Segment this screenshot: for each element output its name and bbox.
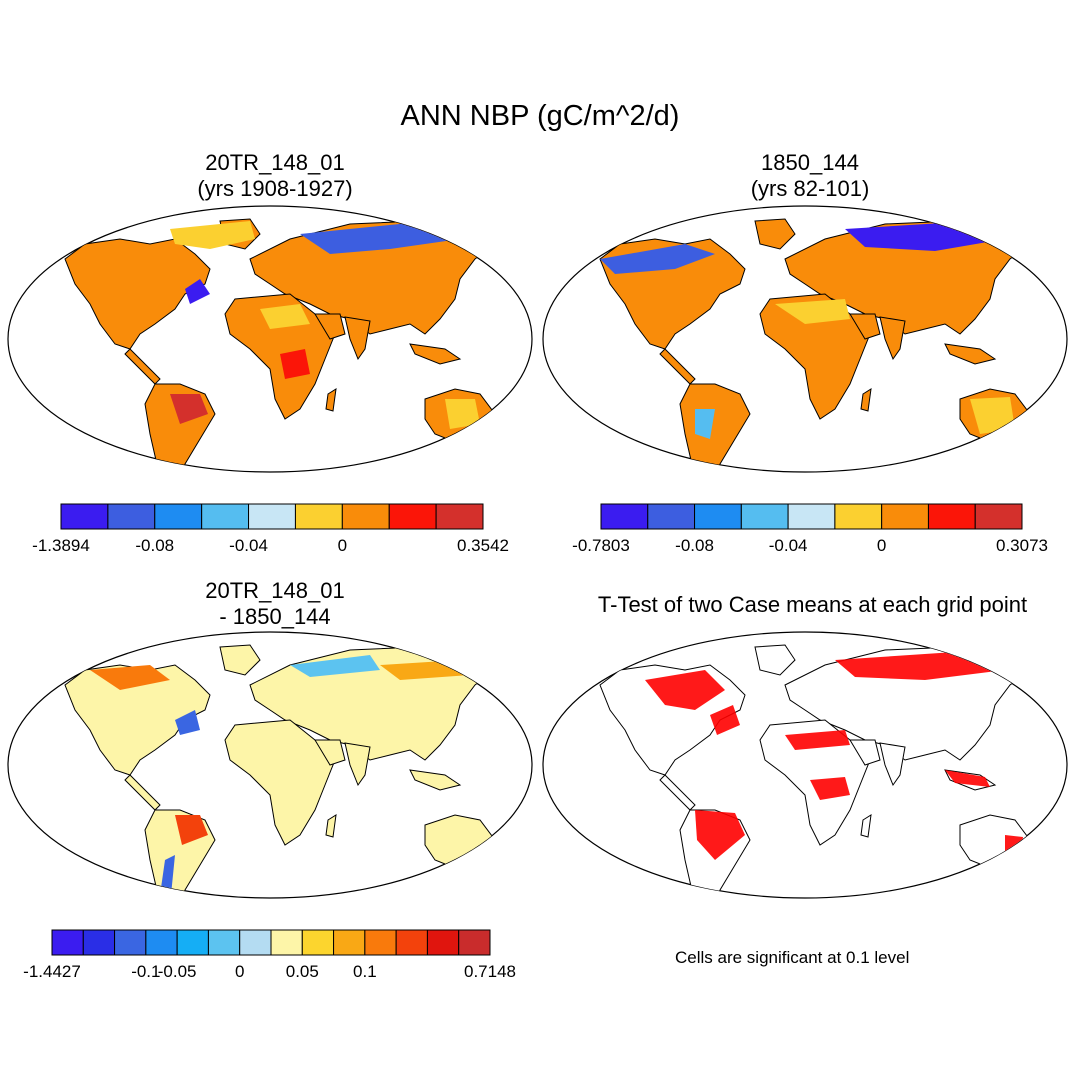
colorbar-tick-label: -0.1 (131, 962, 161, 981)
colorbar-swatch (201, 503, 250, 530)
panel-3-title: 20TR_148_01 - 1850_144 (95, 578, 455, 630)
panel-3-colorbar-ticks: -1.4427 -0.1 -0.05 0 0.05 0.1 0.7148 (0, 962, 1080, 986)
colorbar-swatch (239, 929, 272, 956)
colorbar-tick-label: -0.08 (135, 536, 175, 555)
colorbar-swatch (395, 929, 428, 956)
colorbar-swatch (740, 503, 789, 530)
panel-4-title-line1: T-Test of two Case means at each grid po… (597, 592, 1028, 617)
colorbar-swatch (694, 503, 742, 530)
colorbar-swatch (82, 929, 116, 956)
panel-1-colorbar-ticks: -1.3894 -0.08 -0.04 0 0.3542 (0, 536, 1080, 560)
colorbar-swatch (154, 503, 203, 530)
colorbar-swatch (647, 503, 696, 530)
colorbar-swatch (270, 929, 303, 956)
colorbar-swatch (426, 929, 460, 956)
colorbar-swatch (248, 503, 296, 530)
colorbar-tick-label: -0.7803 (572, 536, 630, 555)
colorbar-swatch (301, 929, 335, 956)
colorbar-tick-label: 0 (876, 536, 887, 555)
panel-3-map (7, 631, 533, 899)
panel-4-map (542, 631, 1068, 899)
significance-note: Cells are significant at 0.1 level (675, 948, 910, 967)
colorbar-swatch (114, 929, 147, 956)
panel-2-colorbar (600, 503, 1023, 530)
panel-3-title-line2: - 1850_144 (219, 604, 331, 629)
colorbar-swatch (333, 929, 366, 956)
colorbar-swatch (458, 929, 491, 956)
panel-2-title: 1850_144 (yrs 82-101) (630, 150, 990, 202)
panel-3-colorbar (51, 929, 491, 956)
colorbar-swatch (927, 503, 976, 530)
panel-3-title-line1: 20TR_148_01 (205, 578, 345, 603)
colorbar-swatch (834, 503, 883, 530)
panel-1-colorbar (60, 503, 484, 530)
colorbar-swatch (207, 929, 241, 956)
colorbar-tick-label: 0.3542 (457, 536, 509, 555)
colorbar-tick-label: -0.08 (675, 536, 714, 555)
panel-1-map (7, 205, 533, 473)
colorbar-tick-label: -0.04 (229, 536, 268, 555)
panel-2-colorbar-ticks: -0.7803 -0.08 -0.04 0 0.3073 (0, 536, 1080, 560)
colorbar-tick-label: 0 (337, 536, 348, 555)
panel-1-title-line1: 20TR_148_01 (205, 150, 345, 175)
colorbar-swatch (435, 503, 484, 530)
colorbar-swatch (974, 503, 1023, 530)
panel-4-title: T-Test of two Case means at each grid po… (555, 592, 1070, 618)
colorbar-swatch (388, 503, 437, 530)
panel-2-title-line1: 1850_144 (761, 150, 859, 175)
colorbar-swatch (176, 929, 209, 956)
panel-1-title: 20TR_148_01 (yrs 1908-1927) (95, 150, 455, 202)
main-title: ANN NBP (gC/m^2/d) (400, 100, 680, 132)
colorbar-swatch (600, 503, 649, 530)
panel-2-title-line2: (yrs 82-101) (750, 176, 870, 201)
colorbar-tick-label: 0.3073 (996, 536, 1048, 555)
colorbar-swatch (145, 929, 178, 956)
colorbar-swatch (51, 929, 84, 956)
colorbar-tick-label: -0.05 (157, 962, 197, 981)
colorbar-swatch (787, 503, 836, 530)
colorbar-swatch (364, 929, 397, 956)
panel-1-title-line2: (yrs 1908-1927) (197, 176, 353, 201)
colorbar-tick-label: 0.7148 (464, 962, 516, 981)
colorbar-swatch (294, 503, 343, 530)
colorbar-tick-label: -0.04 (768, 536, 808, 555)
colorbar-tick-label: 0.05 (285, 962, 319, 981)
colorbar-tick-label: -1.3894 (32, 536, 90, 555)
colorbar-tick-label: 0 (234, 962, 245, 981)
colorbar-swatch (107, 503, 156, 530)
colorbar-swatch (341, 503, 390, 530)
colorbar-swatch (881, 503, 929, 530)
panel-2-map (542, 205, 1068, 473)
colorbar-swatch (60, 503, 109, 530)
colorbar-tick-label: 0.1 (353, 962, 377, 981)
colorbar-tick-label: -1.4427 (23, 962, 81, 981)
